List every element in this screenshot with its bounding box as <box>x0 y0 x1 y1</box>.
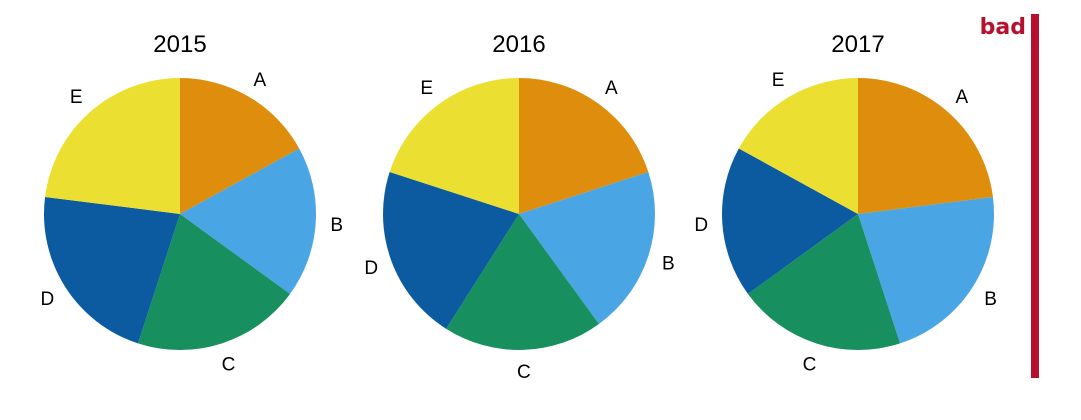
pie-2016: 2016 A B C D E <box>364 31 674 383</box>
slice-label-C: C <box>222 354 236 375</box>
slice-label-C: C <box>803 354 817 375</box>
pie-slice-B <box>180 148 317 294</box>
pie-2015: 2015 A B C D E <box>41 31 344 375</box>
slice-label-D: D <box>41 289 55 310</box>
bad-annotation-bar <box>1031 14 1039 378</box>
pie-slice-C <box>446 214 599 351</box>
slice-label-E: E <box>70 87 83 108</box>
pie-slice-E <box>45 77 180 214</box>
pie-slice-C <box>747 214 901 350</box>
pie-slice-B <box>858 196 995 344</box>
pie-slice-C <box>137 214 291 350</box>
pie-slice-A <box>180 78 300 214</box>
slice-label-A: A <box>605 78 618 99</box>
pie-title: 2016 <box>492 31 545 58</box>
pie-slice-D <box>383 171 519 329</box>
pie-slice-D <box>721 148 858 294</box>
pie-slice-E <box>389 78 519 214</box>
slice-label-C: C <box>517 362 531 383</box>
pie-slice-A <box>858 78 993 214</box>
slice-label-A: A <box>254 70 267 91</box>
pie-slice-B <box>519 171 655 325</box>
pie-slice-A <box>519 78 649 214</box>
slice-label-B: B <box>662 254 675 275</box>
slice-label-B: B <box>984 289 997 310</box>
slice-label-E: E <box>420 78 433 99</box>
pie-slice-E <box>738 78 858 214</box>
slice-label-A: A <box>955 87 968 108</box>
slice-label-D: D <box>694 215 708 236</box>
pie-2017: 2017 A B C D E <box>694 31 997 375</box>
slice-label-B: B <box>330 215 343 236</box>
pie-slice-D <box>43 196 180 344</box>
slice-label-E: E <box>772 70 785 91</box>
bad-annotation-label: bad <box>980 15 1026 40</box>
pie-group: 2015 A B C D E 2016 A B C D E 2017 A B C D E <box>41 31 997 383</box>
slice-label-D: D <box>364 258 378 279</box>
pie-title: 2015 <box>153 31 206 58</box>
pie-title: 2017 <box>831 31 884 58</box>
